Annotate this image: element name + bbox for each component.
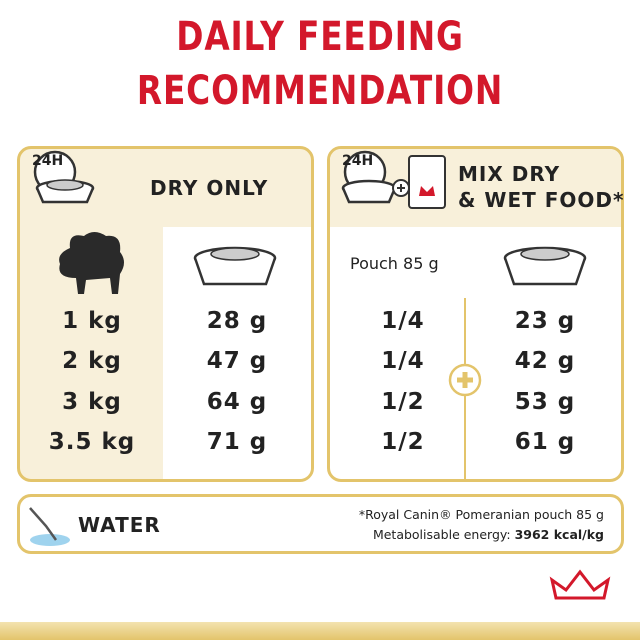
bottom-strip xyxy=(0,622,640,640)
footnote: Metabolisable energy: 3962 kcal/kg xyxy=(373,527,604,542)
table-cell: 28 g xyxy=(206,308,268,334)
badge: 24H xyxy=(342,153,374,169)
table-cell: 1/4 xyxy=(381,308,425,334)
table-cell: 1/4 xyxy=(381,348,425,374)
table-cell: 47 g xyxy=(206,348,268,374)
bowl-icon xyxy=(193,246,277,286)
footnote-bold: 3962 kcal/kg xyxy=(514,527,604,542)
pouch-header: Pouch 85 g xyxy=(350,254,439,273)
bowl-icon xyxy=(503,246,587,286)
badge: 24H xyxy=(32,153,64,169)
table-cell: 2 kg xyxy=(62,348,122,374)
mix-panel xyxy=(327,146,624,482)
water-label: WATER xyxy=(78,513,161,537)
divider-plus xyxy=(448,298,482,480)
panel-label: & WET FOOD* xyxy=(458,188,625,212)
table-cell: 3.5 kg xyxy=(48,429,136,455)
bowl-clock-pouch-icon xyxy=(341,150,446,209)
title-line: RECOMMENDATION xyxy=(136,68,504,114)
footnote-text: Metabolisable energy: xyxy=(372,527,515,542)
table-cell: 23 g xyxy=(514,308,576,334)
title-line: DAILY FEEDING xyxy=(176,14,464,60)
water-icon xyxy=(29,507,70,546)
table-cell: 1 kg xyxy=(62,308,122,334)
table-cell: 53 g xyxy=(514,389,576,415)
bowl-clock-icon xyxy=(33,150,95,204)
water-bar xyxy=(17,494,624,554)
table-cell: 1/2 xyxy=(381,429,425,455)
table-cell: 71 g xyxy=(206,429,268,455)
table-cell: 64 g xyxy=(206,389,268,415)
table-cell: 42 g xyxy=(514,348,576,374)
table-cell: 1/2 xyxy=(381,389,425,415)
footnote: *Royal Canin® Pomeranian pouch 85 g xyxy=(358,507,604,522)
panel-label: MIX DRY xyxy=(458,162,561,186)
table-cell: 3 kg xyxy=(62,389,122,415)
panel-label: DRY ONLY xyxy=(150,176,269,200)
brand-crown xyxy=(549,569,611,600)
dog-icon xyxy=(59,232,124,294)
table-cell: 61 g xyxy=(514,429,576,455)
